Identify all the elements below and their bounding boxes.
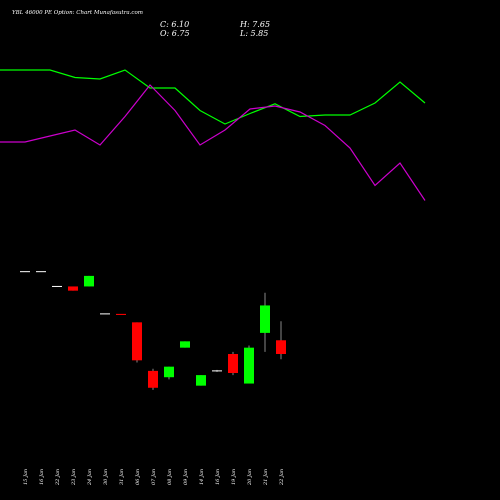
candle-body bbox=[276, 340, 286, 354]
candle-14 bbox=[244, 345, 254, 384]
x-tick-label: 16 Jan bbox=[39, 469, 45, 485]
candle-2 bbox=[52, 285, 62, 287]
x-tick-label: 22 Jan bbox=[279, 469, 285, 486]
close-value: C: 6.10 bbox=[160, 20, 190, 29]
candle-body bbox=[68, 286, 78, 291]
candle-body bbox=[100, 313, 110, 315]
candles-group bbox=[20, 271, 286, 390]
candle-body bbox=[84, 275, 94, 287]
x-tick-label: 09 Jan bbox=[183, 469, 189, 485]
x-tick-label: 20 Jan bbox=[247, 469, 253, 486]
candle-body bbox=[196, 375, 206, 386]
candle-7 bbox=[132, 322, 142, 363]
candle-8 bbox=[148, 368, 158, 390]
candle-0 bbox=[20, 271, 30, 273]
high-value: H: 7.65 bbox=[240, 20, 271, 29]
candle-12 bbox=[212, 369, 222, 372]
candle-body bbox=[20, 271, 30, 273]
x-tick-label: 21 Jan bbox=[263, 469, 269, 486]
x-tick-label: 06 Jan bbox=[135, 469, 141, 485]
x-tick-labels: 15 Jan 16 Jan 22 Jan 23 Jan 24 Jan 30 Jan 31 J… bbox=[23, 469, 285, 486]
indicator-lines bbox=[0, 69, 426, 201]
candle-body bbox=[228, 354, 238, 373]
candle-body bbox=[180, 341, 190, 348]
x-tick-label: 24 Jan bbox=[87, 469, 93, 486]
x-tick-label: 23 Jan bbox=[71, 469, 77, 486]
candle-11 bbox=[196, 375, 206, 386]
x-tick-label: 15 Jan bbox=[23, 469, 29, 485]
candle-body bbox=[148, 370, 158, 388]
chart-title: YBL 46000 PE Option: Chart Munafasutra.c… bbox=[12, 10, 144, 16]
candle-1 bbox=[36, 271, 46, 273]
candle-10 bbox=[180, 341, 190, 348]
low-value: L: 5.85 bbox=[240, 29, 269, 38]
x-tick-label: 14 Jan bbox=[199, 469, 205, 485]
x-tick-label: 31 Jan bbox=[119, 469, 125, 485]
candle-3 bbox=[68, 286, 78, 291]
x-tick-label: 08 Jan bbox=[167, 469, 173, 485]
candle-body bbox=[244, 347, 254, 384]
candle-15 bbox=[260, 292, 270, 352]
x-tick-label: 30 Jan bbox=[103, 469, 109, 485]
candle-body bbox=[164, 366, 174, 378]
candle-body bbox=[52, 285, 62, 287]
candle-6 bbox=[116, 313, 126, 315]
candle-body bbox=[260, 305, 270, 333]
lower-line bbox=[0, 84, 426, 201]
candle-16 bbox=[276, 321, 286, 360]
candle-4 bbox=[84, 275, 94, 287]
open-value: O: 6.75 bbox=[160, 29, 190, 38]
candle-body bbox=[116, 313, 126, 315]
candle-body bbox=[36, 271, 46, 273]
candle-13 bbox=[228, 351, 238, 376]
candle-5 bbox=[100, 313, 110, 315]
candle-body bbox=[132, 322, 142, 361]
x-tick-label: 07 Jan bbox=[151, 469, 157, 485]
x-tick-label: 19 Jan bbox=[231, 469, 237, 485]
candle-9 bbox=[164, 366, 174, 380]
upper-line bbox=[0, 69, 426, 125]
candle-body bbox=[212, 370, 222, 372]
x-tick-label: 22 Jan bbox=[55, 469, 61, 486]
x-tick-label: 16 Jan bbox=[215, 469, 221, 485]
